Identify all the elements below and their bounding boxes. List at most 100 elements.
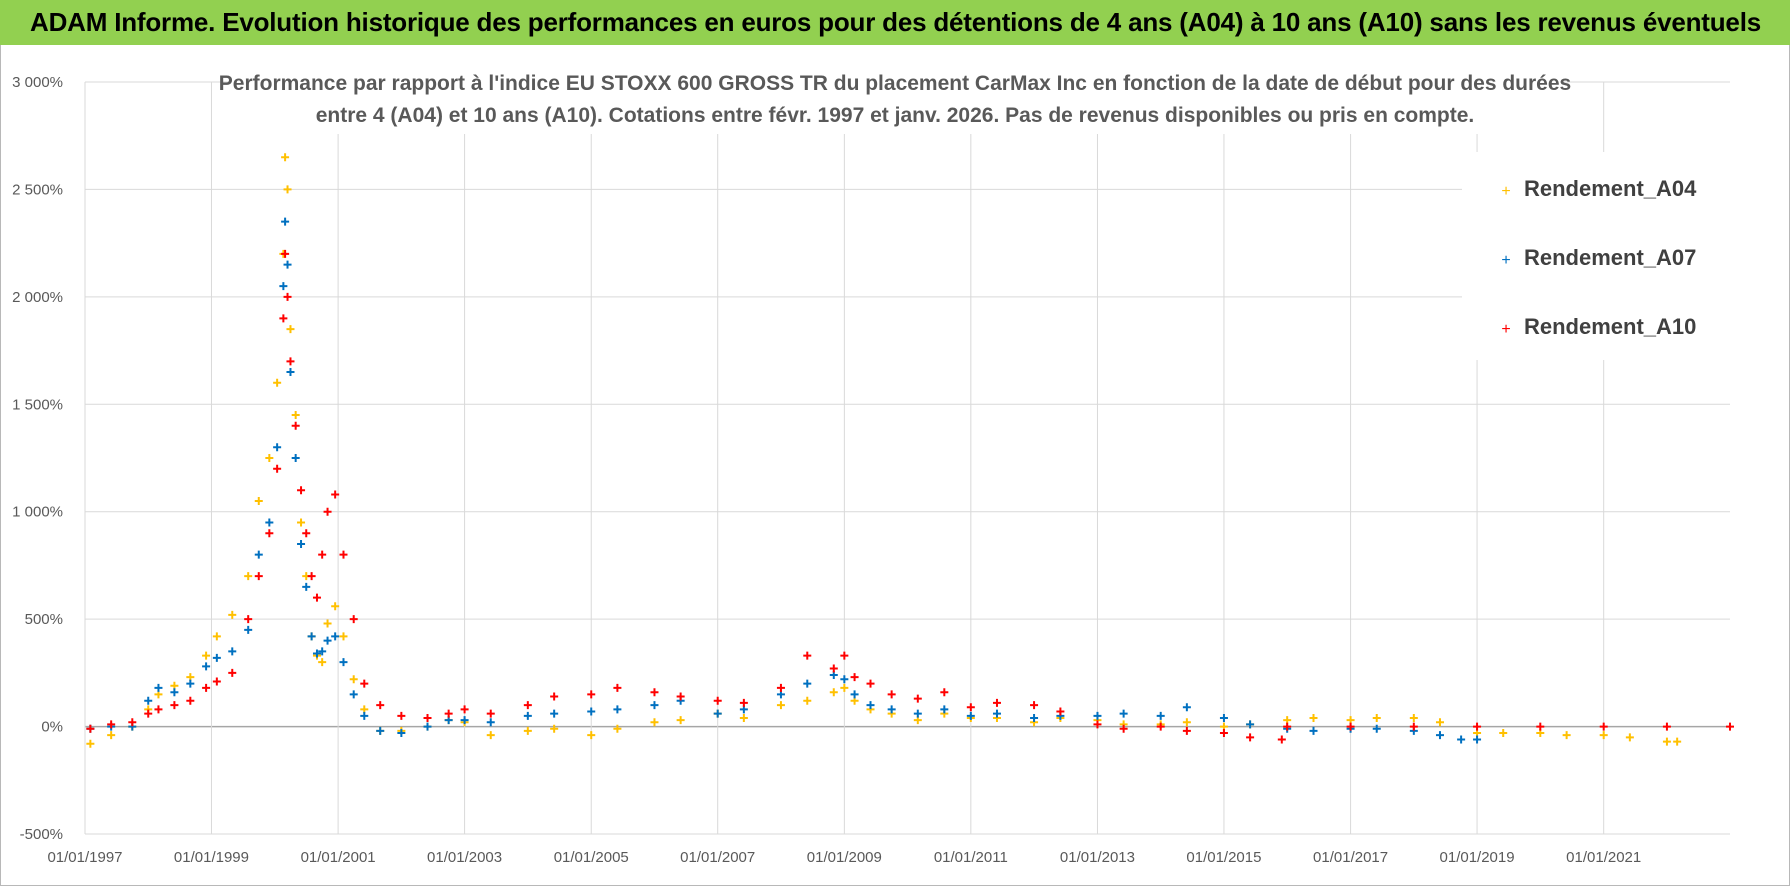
point-marker: [339, 550, 348, 559]
x-tick-label: 01/01/2013: [1060, 849, 1135, 866]
legend-label-a07: Rendement_A07: [1524, 245, 1696, 270]
point-marker: [887, 705, 896, 714]
point-marker: [1599, 722, 1608, 731]
point-marker: [279, 282, 288, 291]
point-marker: [186, 679, 195, 688]
point-marker: [423, 722, 432, 731]
point-marker: [244, 625, 253, 634]
y-tick-label: 2 000%: [12, 289, 63, 306]
point-marker: [283, 292, 292, 301]
point-marker: [1625, 733, 1634, 742]
point-marker: [228, 668, 237, 677]
point-marker: [312, 649, 321, 658]
point-marker: [307, 632, 316, 641]
point-marker: [107, 731, 116, 740]
point-marker: [866, 679, 875, 688]
point-marker: [1673, 737, 1682, 746]
point-marker: [803, 651, 812, 660]
point-marker: [318, 550, 327, 559]
point-marker: [739, 698, 748, 707]
x-tick-label: 01/01/2005: [554, 849, 629, 866]
point-marker: [1473, 722, 1482, 731]
point-marker: [144, 696, 153, 705]
point-marker: [613, 705, 622, 714]
y-tick-label: -500%: [20, 826, 63, 843]
point-marker: [291, 454, 300, 462]
point-marker: [676, 692, 685, 701]
point-marker: [107, 720, 116, 729]
point-marker: [1283, 722, 1292, 731]
point-marker: [202, 651, 211, 660]
point-marker: [244, 615, 253, 624]
point-marker: [265, 529, 274, 538]
point-marker: [1182, 703, 1191, 712]
x-tick-label: 01/01/2009: [807, 849, 882, 866]
header-bar: ADAM Informe. Evolution historique des p…: [0, 0, 1790, 45]
point-marker: [360, 711, 369, 720]
point-marker: [1246, 733, 1255, 742]
point-marker: [1473, 735, 1482, 744]
point-marker: [254, 572, 263, 581]
series-Rendement_A10: [86, 249, 1734, 744]
point-marker: [349, 675, 358, 684]
point-marker: [1156, 711, 1165, 720]
point-marker: [840, 675, 849, 684]
point-marker: [265, 454, 274, 462]
point-marker: [1246, 720, 1255, 729]
point-marker: [423, 713, 432, 722]
point-marker: [307, 572, 316, 581]
point-marker: [397, 729, 406, 738]
point-marker: [1219, 729, 1228, 738]
point-marker: [803, 679, 812, 688]
point-marker: [202, 662, 211, 671]
point-marker: [1030, 713, 1039, 722]
point-marker: [376, 701, 385, 710]
point-marker: [228, 610, 237, 619]
data-points: [86, 153, 1734, 748]
point-marker: [376, 726, 385, 735]
point-marker: [1119, 724, 1128, 733]
point-marker: [1662, 722, 1671, 731]
point-marker: [254, 550, 263, 559]
y-tick-label: 1 000%: [12, 504, 63, 521]
point-marker: [297, 539, 306, 548]
point-marker: [1219, 713, 1228, 722]
point-marker: [1182, 726, 1191, 735]
point-marker: [349, 690, 358, 699]
point-marker: [1435, 731, 1444, 740]
y-tick-label: 3 000%: [12, 74, 63, 91]
point-marker: [86, 739, 95, 748]
chart-title-line-2: entre 4 (A04) et 10 ans (A10). Cotations…: [316, 104, 1475, 127]
point-marker: [323, 507, 332, 516]
point-marker: [840, 651, 849, 660]
point-marker: [331, 602, 340, 611]
point-marker: [1309, 713, 1318, 722]
point-marker: [170, 701, 179, 710]
point-marker: [1662, 737, 1671, 746]
point-marker: [486, 731, 495, 740]
point-marker: [291, 411, 300, 420]
point-marker: [281, 249, 290, 258]
point-marker: [676, 716, 685, 725]
point-marker: [1030, 701, 1039, 710]
point-marker: [587, 690, 596, 699]
x-tick-label: 01/01/2021: [1566, 849, 1641, 866]
point-marker: [713, 696, 722, 705]
point-marker: [444, 709, 453, 718]
point-marker: [550, 692, 559, 701]
point-marker: [297, 486, 306, 495]
y-axis-ticks: 3 000% 2 500% 2 000% 1 500% 1 000% 500% 0% -500…: [12, 74, 63, 843]
legend-box: [1462, 152, 1730, 360]
point-marker: [840, 683, 849, 692]
point-marker: [281, 153, 290, 162]
y-tick-label: 500%: [25, 611, 63, 628]
point-marker: [297, 518, 306, 527]
point-marker: [318, 658, 327, 667]
point-marker: [913, 694, 922, 703]
point-marker: [850, 673, 859, 682]
point-marker: [866, 701, 875, 710]
series-Rendement_A07: [86, 217, 1482, 744]
point-marker: [1499, 729, 1508, 738]
